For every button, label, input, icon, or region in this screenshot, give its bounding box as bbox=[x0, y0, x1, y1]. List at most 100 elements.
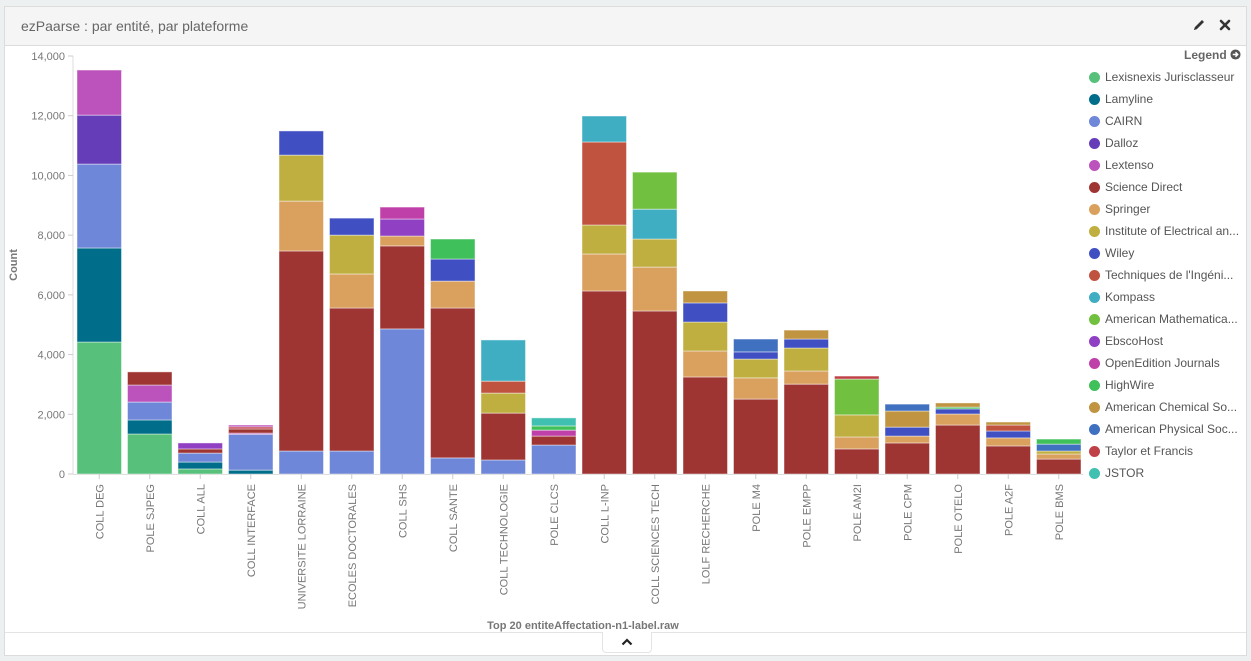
bar-segment[interactable] bbox=[733, 377, 779, 400]
bar-segment[interactable] bbox=[177, 452, 223, 463]
legend-item[interactable]: Taylor et Francis bbox=[1089, 440, 1247, 462]
bar-segment[interactable] bbox=[278, 154, 324, 202]
bar-segment[interactable] bbox=[228, 469, 274, 475]
bar-segment[interactable] bbox=[531, 444, 577, 475]
bar-segment[interactable] bbox=[329, 273, 375, 309]
bar-segment[interactable] bbox=[682, 376, 728, 475]
legend-item[interactable]: CAIRN bbox=[1089, 110, 1247, 132]
bar-segment[interactable] bbox=[985, 421, 1031, 426]
bar-segment[interactable] bbox=[985, 424, 1031, 432]
bar-segment[interactable] bbox=[228, 428, 274, 434]
bar-segment[interactable] bbox=[783, 347, 829, 372]
bar-segment[interactable] bbox=[177, 468, 223, 475]
bar-segment[interactable] bbox=[480, 459, 526, 475]
bar-segment[interactable] bbox=[834, 414, 880, 438]
bar-segment[interactable] bbox=[1036, 453, 1082, 460]
bar-segment[interactable] bbox=[985, 437, 1031, 447]
pencil-icon[interactable] bbox=[1192, 18, 1206, 32]
bar-segment[interactable] bbox=[127, 384, 173, 403]
bar-segment[interactable] bbox=[430, 258, 476, 282]
legend-item[interactable]: Techniques de l'Ingéni... bbox=[1089, 264, 1247, 286]
legend-item[interactable]: OpenEdition Journals bbox=[1089, 352, 1247, 374]
bar-segment[interactable] bbox=[127, 419, 173, 435]
bar-segment[interactable] bbox=[581, 141, 627, 226]
bar-segment[interactable] bbox=[379, 218, 425, 237]
bar-segment[interactable] bbox=[783, 329, 829, 340]
bar-segment[interactable] bbox=[76, 163, 122, 249]
legend-item[interactable]: Dalloz bbox=[1089, 132, 1247, 154]
bar-segment[interactable] bbox=[531, 435, 577, 446]
bar-segment[interactable] bbox=[76, 69, 122, 116]
bar-segment[interactable] bbox=[228, 424, 274, 428]
bar-segment[interactable] bbox=[682, 302, 728, 323]
legend-toggle[interactable]: Legend bbox=[1089, 48, 1247, 66]
bar-segment[interactable] bbox=[329, 217, 375, 236]
legend-item[interactable]: EbscoHost bbox=[1089, 330, 1247, 352]
legend-item[interactable]: Institute of Electrical an... bbox=[1089, 220, 1247, 242]
legend-item[interactable]: Science Direct bbox=[1089, 176, 1247, 198]
bar-segment[interactable] bbox=[884, 435, 930, 444]
bar-segment[interactable] bbox=[632, 208, 678, 240]
legend-item[interactable]: Wiley bbox=[1089, 242, 1247, 264]
bar-segment[interactable] bbox=[834, 436, 880, 450]
bar-segment[interactable] bbox=[430, 457, 476, 475]
bar-segment[interactable] bbox=[985, 445, 1031, 475]
bar-segment[interactable] bbox=[76, 247, 122, 343]
bar-segment[interactable] bbox=[430, 307, 476, 459]
bar-segment[interactable] bbox=[682, 290, 728, 304]
bar-segment[interactable] bbox=[682, 321, 728, 352]
bar-segment[interactable] bbox=[783, 370, 829, 385]
bar-segment[interactable] bbox=[480, 380, 526, 394]
bar-segment[interactable] bbox=[329, 234, 375, 275]
bar-segment[interactable] bbox=[733, 351, 779, 360]
bar-segment[interactable] bbox=[733, 358, 779, 379]
bar-segment[interactable] bbox=[76, 341, 122, 475]
bar-segment[interactable] bbox=[632, 238, 678, 268]
bar-segment[interactable] bbox=[1036, 443, 1082, 452]
bar-segment[interactable] bbox=[581, 290, 627, 475]
bar-segment[interactable] bbox=[884, 442, 930, 475]
bar-segment[interactable] bbox=[783, 338, 829, 349]
bar-segment[interactable] bbox=[682, 350, 728, 378]
bar-segment[interactable] bbox=[935, 408, 981, 415]
bar-segment[interactable] bbox=[329, 307, 375, 452]
bar-segment[interactable] bbox=[632, 310, 678, 475]
legend-item[interactable]: Lextenso bbox=[1089, 154, 1247, 176]
bar-segment[interactable] bbox=[127, 401, 173, 421]
bar-segment[interactable] bbox=[884, 403, 930, 412]
collapse-button[interactable] bbox=[602, 632, 652, 653]
bar-segment[interactable] bbox=[531, 425, 577, 431]
bar-segment[interactable] bbox=[278, 250, 324, 452]
bar-segment[interactable] bbox=[531, 417, 577, 427]
bar-segment[interactable] bbox=[531, 429, 577, 437]
legend-item[interactable]: Springer bbox=[1089, 198, 1247, 220]
legend-item[interactable]: Kompass bbox=[1089, 286, 1247, 308]
bar-segment[interactable] bbox=[733, 338, 779, 353]
bar-segment[interactable] bbox=[1036, 438, 1082, 445]
legend-item[interactable]: American Mathematica... bbox=[1089, 308, 1247, 330]
bar-segment[interactable] bbox=[480, 339, 526, 382]
bar-segment[interactable] bbox=[834, 448, 880, 475]
bar-segment[interactable] bbox=[632, 266, 678, 312]
bar-segment[interactable] bbox=[581, 224, 627, 255]
bar-segment[interactable] bbox=[834, 378, 880, 416]
bar-segment[interactable] bbox=[430, 280, 476, 309]
bar-segment[interactable] bbox=[430, 238, 476, 260]
bar-segment[interactable] bbox=[379, 206, 425, 220]
bar-segment[interactable] bbox=[379, 235, 425, 247]
bar-segment[interactable] bbox=[228, 433, 274, 471]
bar-segment[interactable] bbox=[884, 426, 930, 437]
legend-item[interactable]: American Physical Soc... bbox=[1089, 418, 1247, 440]
bar-segment[interactable] bbox=[935, 402, 981, 408]
legend-item[interactable]: JSTOR bbox=[1089, 462, 1247, 484]
bar-segment[interactable] bbox=[177, 442, 223, 450]
legend-item[interactable]: Lamyline bbox=[1089, 88, 1247, 110]
bar-segment[interactable] bbox=[935, 413, 981, 426]
bar-segment[interactable] bbox=[480, 412, 526, 461]
legend-item[interactable]: American Chemical So... bbox=[1089, 396, 1247, 418]
bar-segment[interactable] bbox=[935, 424, 981, 475]
bar-segment[interactable] bbox=[127, 371, 173, 386]
bar-segment[interactable] bbox=[834, 375, 880, 380]
close-icon[interactable] bbox=[1218, 18, 1232, 32]
bar-segment[interactable] bbox=[76, 114, 122, 165]
